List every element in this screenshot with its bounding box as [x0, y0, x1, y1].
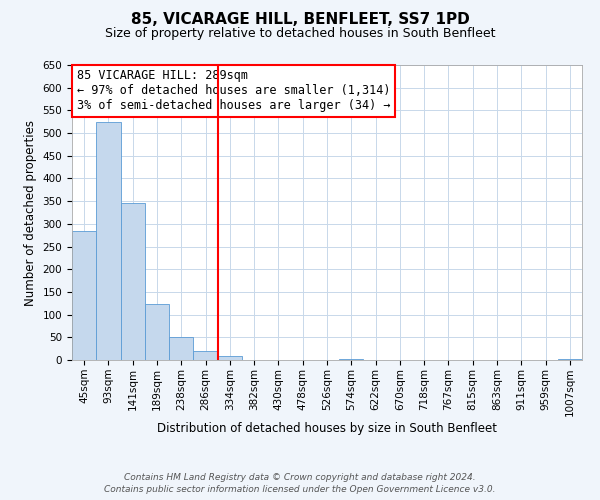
X-axis label: Distribution of detached houses by size in South Benfleet: Distribution of detached houses by size … — [157, 422, 497, 434]
Bar — [169, 338, 193, 360]
Text: 85 VICARAGE HILL: 289sqm
← 97% of detached houses are smaller (1,314)
3% of semi: 85 VICARAGE HILL: 289sqm ← 97% of detach… — [77, 70, 391, 112]
Bar — [121, 203, 145, 360]
Y-axis label: Number of detached properties: Number of detached properties — [24, 120, 37, 306]
Bar — [339, 359, 364, 360]
Text: Size of property relative to detached houses in South Benfleet: Size of property relative to detached ho… — [105, 28, 495, 40]
Bar — [145, 304, 169, 360]
Text: Contains public sector information licensed under the Open Government Licence v3: Contains public sector information licen… — [104, 485, 496, 494]
Text: Contains HM Land Registry data © Crown copyright and database right 2024.: Contains HM Land Registry data © Crown c… — [124, 474, 476, 482]
Text: 85, VICARAGE HILL, BENFLEET, SS7 1PD: 85, VICARAGE HILL, BENFLEET, SS7 1PD — [131, 12, 469, 28]
Bar — [96, 122, 121, 360]
Bar — [193, 351, 218, 360]
Bar — [72, 231, 96, 360]
Bar — [558, 358, 582, 360]
Bar — [218, 356, 242, 360]
